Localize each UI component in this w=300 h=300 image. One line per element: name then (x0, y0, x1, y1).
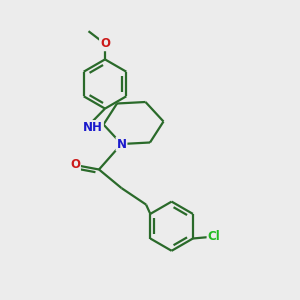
Text: N: N (116, 137, 127, 151)
Text: O: O (70, 158, 80, 172)
Text: O: O (100, 37, 110, 50)
Text: Cl: Cl (208, 230, 220, 244)
Text: NH: NH (83, 121, 103, 134)
